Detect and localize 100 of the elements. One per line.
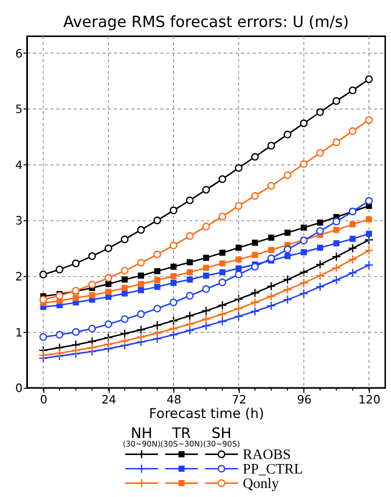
point [72, 260, 80, 268]
point [122, 284, 128, 291]
point [202, 222, 210, 230]
point [201, 306, 211, 316]
point [185, 320, 194, 329]
point [317, 244, 324, 251]
point [234, 312, 244, 322]
point [38, 350, 48, 360]
point [365, 75, 373, 84]
point [56, 266, 64, 274]
point [203, 264, 210, 271]
point [366, 216, 372, 222]
point [266, 282, 276, 291]
point [284, 230, 291, 236]
point [300, 249, 307, 256]
point [218, 316, 228, 326]
point [252, 252, 258, 258]
text: SH [211, 426, 232, 442]
point [137, 310, 145, 318]
point [170, 242, 178, 250]
point [234, 270, 243, 278]
y-tick-label: 5 [15, 102, 23, 116]
text: TR [171, 426, 191, 442]
x-tick-label: 96 [296, 392, 312, 407]
point [202, 285, 210, 293]
point [315, 282, 325, 292]
point [300, 224, 307, 231]
point [218, 300, 228, 310]
point [154, 284, 160, 290]
x-tick-label: 48 [166, 392, 182, 407]
point [333, 226, 340, 233]
point [282, 284, 292, 294]
text: (30S~30N) [160, 440, 203, 449]
point [104, 332, 114, 342]
point [364, 260, 374, 270]
y-tick-label: 0 [15, 381, 23, 396]
point [234, 164, 243, 172]
point [348, 127, 357, 135]
point [136, 332, 146, 342]
point [332, 252, 342, 262]
point [88, 324, 96, 332]
x-tick-label: 0 [40, 392, 48, 407]
point [284, 253, 291, 260]
point [56, 330, 64, 339]
point [251, 152, 259, 161]
point [186, 196, 194, 204]
point [185, 326, 194, 335]
point [365, 197, 373, 205]
point [120, 336, 130, 346]
x-axis-title: Forecast time (h) [149, 406, 264, 422]
point [168, 324, 178, 334]
point [299, 288, 308, 298]
point [251, 192, 259, 200]
legend-label: RAOBS [242, 447, 291, 464]
point [87, 342, 97, 352]
point [268, 246, 274, 254]
point [282, 294, 292, 304]
text: (30~90S) [203, 440, 240, 449]
point [138, 280, 144, 288]
text: NH [130, 426, 152, 442]
point [154, 277, 160, 284]
point [104, 274, 112, 282]
point [138, 287, 144, 294]
point [120, 266, 129, 274]
point [71, 346, 80, 356]
point [252, 240, 258, 246]
y-tick-label: 6 [15, 46, 23, 60]
point [267, 182, 276, 190]
point [72, 294, 79, 302]
point [152, 334, 162, 344]
point [364, 246, 374, 256]
point [348, 244, 358, 253]
point [39, 333, 48, 341]
point [136, 325, 146, 334]
point [39, 270, 48, 278]
point [250, 288, 260, 298]
point [120, 236, 129, 244]
point [203, 254, 210, 261]
point [138, 272, 144, 279]
point [284, 246, 292, 254]
point [268, 234, 274, 241]
point [234, 202, 243, 210]
point [39, 296, 48, 304]
point [219, 250, 226, 256]
point [104, 244, 112, 252]
y-tick-label: 4 [15, 158, 23, 172]
point [316, 149, 324, 157]
point [299, 278, 308, 288]
point [332, 218, 340, 226]
point [218, 175, 226, 183]
point [186, 259, 193, 266]
point [282, 274, 292, 284]
point [219, 269, 226, 276]
point [316, 108, 324, 116]
point [170, 280, 177, 286]
point [299, 268, 308, 277]
point [332, 263, 342, 272]
legend-label: Qonly [242, 476, 280, 492]
point [348, 254, 358, 264]
point [201, 314, 211, 324]
